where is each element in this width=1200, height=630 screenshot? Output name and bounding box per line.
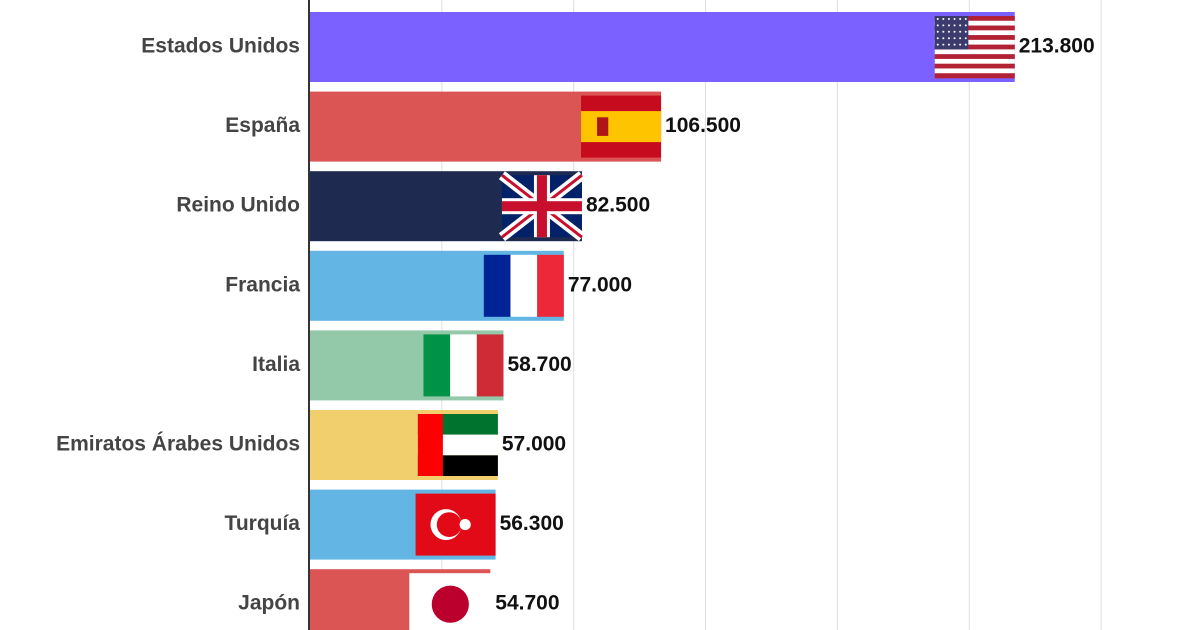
value-label: 82.500 <box>586 194 650 217</box>
flag-part <box>934 39 1015 45</box>
flag <box>498 171 586 242</box>
value-label: 56.300 <box>500 512 564 535</box>
flag <box>423 334 504 397</box>
flag-part <box>959 43 962 46</box>
flag-part <box>936 43 939 46</box>
flag-part <box>537 254 564 317</box>
category-label: España <box>225 114 300 137</box>
value-label: 57.000 <box>502 433 566 456</box>
flag-part <box>964 43 967 46</box>
category-label: Francia <box>225 273 300 296</box>
flag-part <box>483 254 511 317</box>
category-label: Estados Unidos <box>141 35 300 58</box>
flag <box>483 254 564 317</box>
flag-part <box>953 43 956 46</box>
flag-part <box>953 18 956 20</box>
flag-part <box>947 24 950 27</box>
flag-part <box>436 512 462 537</box>
flag-part <box>953 37 956 40</box>
value-label: 58.700 <box>507 353 571 376</box>
flag <box>417 414 498 476</box>
flag-part <box>959 24 962 27</box>
flag-part <box>581 111 662 143</box>
value-label: 77.000 <box>568 273 632 296</box>
flag-part <box>942 18 945 20</box>
flag-part <box>947 43 950 46</box>
flag-part <box>423 334 451 397</box>
category-label: Japón <box>238 592 300 615</box>
bar <box>310 12 1015 82</box>
flag-part <box>417 414 443 476</box>
flag-part <box>510 254 538 317</box>
flag-part <box>953 30 956 33</box>
flag-part <box>947 30 950 33</box>
flag-part <box>947 18 950 20</box>
flag-part <box>431 585 469 623</box>
flag-part <box>934 49 1015 55</box>
flag <box>581 95 662 158</box>
flag <box>934 16 1015 79</box>
flag-part <box>964 30 967 33</box>
flag-part <box>476 334 504 397</box>
flag-part <box>934 25 1015 31</box>
flag-part <box>934 68 1015 74</box>
flag-part <box>959 18 962 20</box>
category-label: Turquía <box>225 512 301 535</box>
flag-part <box>936 24 939 27</box>
flag <box>409 573 492 630</box>
value-label: 213.800 <box>1019 35 1095 58</box>
flag-part <box>934 16 969 50</box>
flag-part <box>934 30 1015 36</box>
flag-part <box>964 37 967 40</box>
flag-part <box>959 37 962 40</box>
flag-part <box>450 334 477 397</box>
value-label: 54.700 <box>495 592 559 615</box>
flag-part <box>964 18 967 20</box>
flag-part <box>501 201 582 212</box>
value-label: 106.500 <box>665 114 741 137</box>
category-label: Italia <box>252 353 300 376</box>
flag-part <box>964 24 967 27</box>
flag-part <box>934 20 1015 26</box>
flag-part <box>934 63 1015 69</box>
flag-part <box>936 37 939 40</box>
flag-part <box>936 30 939 33</box>
flag-part <box>934 54 1015 60</box>
flag-part <box>947 37 950 40</box>
flag-part <box>953 24 956 27</box>
flag-part <box>942 24 945 27</box>
flag-part <box>934 44 1015 50</box>
flag-part <box>942 30 945 33</box>
category-label: Emiratos Árabes Unidos <box>56 433 300 456</box>
category-label: Reino Unido <box>176 194 300 217</box>
flag-part <box>959 30 962 33</box>
flag-part <box>942 43 945 46</box>
flag-part <box>936 18 939 20</box>
flag-part <box>934 35 1015 41</box>
flag-part <box>942 37 945 40</box>
flag <box>415 493 496 556</box>
flag-part <box>934 73 1015 79</box>
flag-part <box>934 58 1015 64</box>
flag-part <box>459 519 471 531</box>
flag-part <box>934 16 1015 22</box>
flag-part <box>597 117 609 136</box>
